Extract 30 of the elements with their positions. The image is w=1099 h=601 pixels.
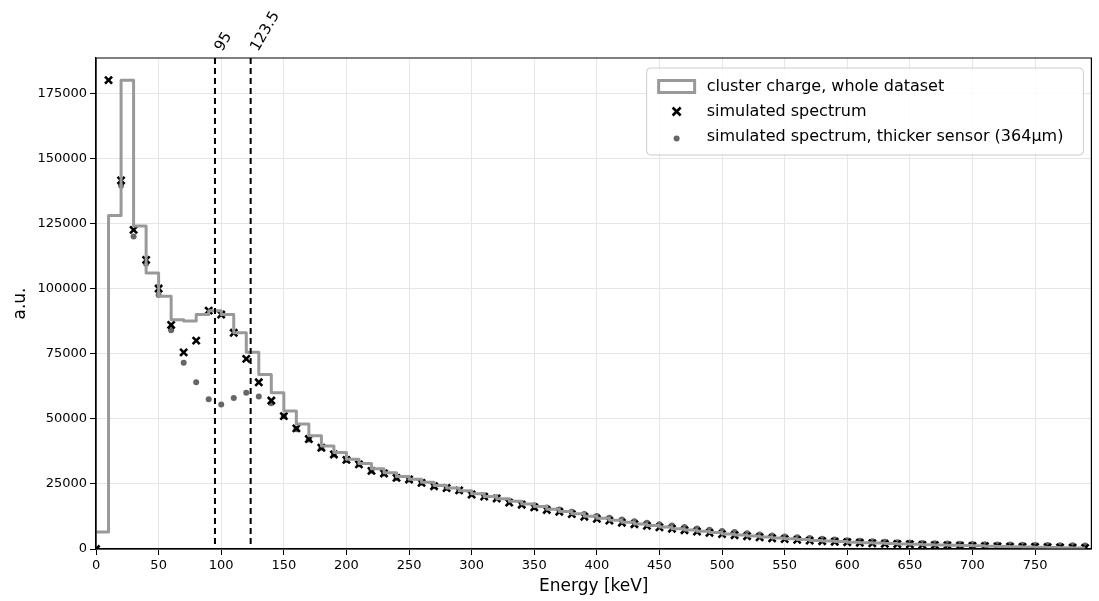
x-tick-label: 200	[334, 557, 359, 573]
x-tick-label: 700	[960, 557, 985, 573]
y-tick-label: 75000	[45, 345, 88, 361]
x-axis-title: Energy [keV]	[538, 575, 649, 596]
x-tick-label: 600	[834, 557, 860, 573]
y-tick-label: 50000	[45, 410, 88, 426]
ref-line-label: 95	[210, 28, 236, 54]
legend-label: simulated spectrum, thicker sensor (364μm)	[706, 125, 1064, 145]
x-tick-label: 500	[709, 557, 735, 573]
x-tick-label: 550	[772, 557, 798, 573]
legend-label: cluster charge, whole dataset	[706, 75, 945, 95]
legend-label: simulated spectrum	[706, 100, 867, 120]
y-tick-label: 25000	[45, 475, 88, 491]
y-tick-label: 100000	[37, 279, 88, 295]
x-tick-label: 450	[647, 557, 672, 573]
y-tick-label: 150000	[37, 149, 88, 165]
x-tick-label: 100	[208, 557, 234, 573]
x-tick-label: 650	[897, 557, 923, 573]
x-tick-label: 350	[521, 557, 547, 573]
x-tick-label: 50	[150, 557, 167, 573]
x-tick-label: 250	[396, 557, 422, 573]
x-tick-label: 400	[584, 557, 610, 573]
y-axis-title: a.u.	[8, 287, 29, 320]
y-tick-label: 0	[78, 540, 88, 556]
y-tick-label: 175000	[37, 84, 88, 100]
x-tick-label: 150	[271, 557, 297, 573]
x-tick-label: 300	[459, 557, 485, 573]
x-tick-label: 0	[91, 557, 101, 573]
y-tick-label: 125000	[37, 214, 88, 230]
x-tick-label: 750	[1022, 557, 1048, 573]
